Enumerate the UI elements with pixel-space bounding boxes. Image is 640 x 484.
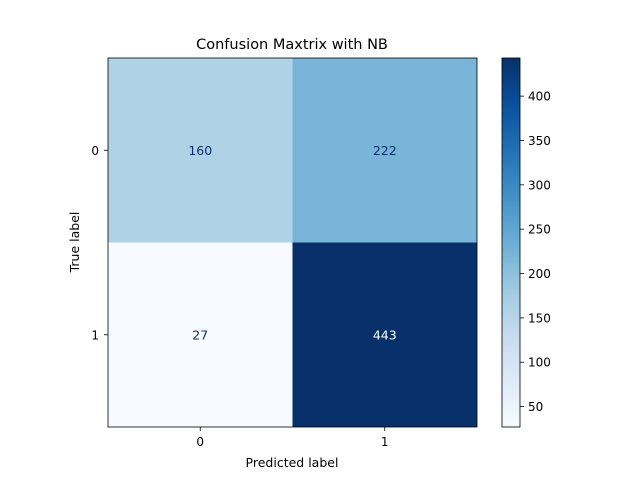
cell-value-label: 443 [373,327,397,342]
colorbar [501,57,521,428]
y-tick-label: 0 [91,144,99,158]
heatmap-cells: 160 222 27 443 [108,58,477,427]
colorbar-tick-label: 100 [528,356,551,370]
heatmap-cell [292,58,477,243]
y-tick-label: 1 [91,328,99,342]
colorbar-tick-label: 350 [528,134,551,148]
colorbar-tick-label: 200 [528,267,551,281]
colorbar-tick-label: 150 [528,311,551,325]
heatmap-cell [292,242,477,427]
x-tick-label: 0 [196,435,204,449]
heatmap-cell [108,242,293,427]
colorbar-tick-label: 400 [528,90,551,104]
plot-frame [107,57,478,428]
y-axis-ticks: 01 [91,144,108,342]
heatmap-cell [108,58,293,243]
cell-value-label: 160 [188,143,212,158]
x-tick-label: 1 [381,435,389,449]
colorbar-tick-label: 250 [528,223,551,237]
x-axis-label: Predicted label [246,455,339,470]
colorbar-tick-label: 50 [528,400,543,414]
chart-title: Confusion Maxtrix with NB [196,37,388,53]
cell-value-label: 222 [373,143,397,158]
cell-value-label: 27 [192,327,208,342]
colorbar-ticks: 50 100 150 200 250 300 350 400 [520,90,551,414]
colorbar-tick-label: 300 [528,178,551,192]
y-axis-label: True label [67,212,82,274]
